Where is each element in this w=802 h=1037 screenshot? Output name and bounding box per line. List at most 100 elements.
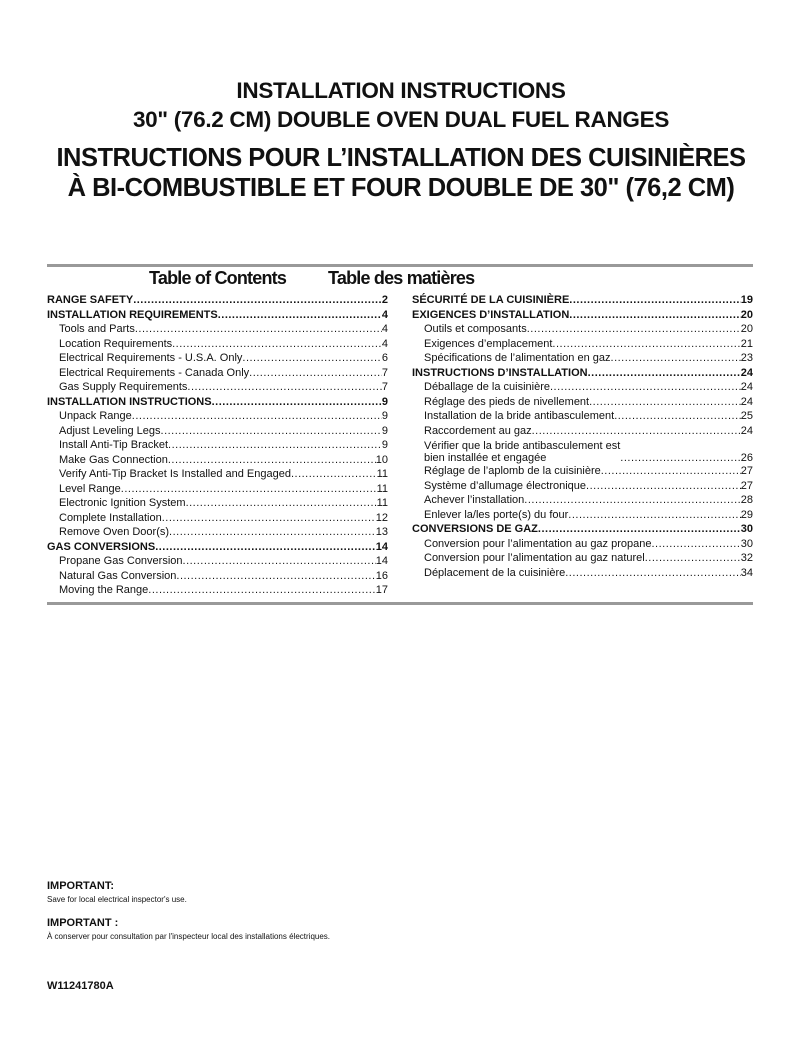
leader-dots [121,482,377,497]
toc-entry[interactable]: Propane Gas Conversion 14 [47,554,388,569]
toc-entry[interactable]: GAS CONVERSIONS 14 [47,540,388,555]
leader-dots [132,409,382,424]
toc-entry[interactable]: Système d’allumage électronique 27 [412,479,753,494]
important-fr: IMPORTANT : À conserver pour consultatio… [47,917,330,941]
leader-dots [291,467,377,482]
toc-entry-page: 27 [740,479,753,492]
leader-dots [527,322,741,337]
toc-entry-label: Moving the Range [59,584,149,596]
toc-entry-label: Système d’allumage électronique [424,479,587,492]
leader-dots [552,337,740,352]
toc-entry[interactable]: Electronic Ignition System 11 [47,496,388,511]
toc-entry-page: 23 [740,352,753,364]
toc-fr: SÉCURITÉ DE LA CUISINIÈRE 19 EXIGENCES D’I… [412,293,753,580]
toc-entry-label: Réglage de l’aplomb de la cuisinière [424,465,601,477]
toc-entry[interactable]: Moving the Range 17 [47,583,388,598]
toc-entry[interactable]: Verify Anti-Tip Bracket Is Installed and… [47,467,388,482]
toc-entry-page: 9 [381,439,388,451]
toc-entry-label: Natural Gas Conversion [59,569,177,582]
toc-entry-page: 34 [740,566,753,579]
toc-entry-page: 7 [381,381,388,393]
toc-entry[interactable]: Electrical Requirements - U.S.A. Only 6 [47,351,388,366]
leader-dots [135,322,382,337]
leader-dots [148,583,375,598]
toc-entry[interactable]: Enlever la/les porte(s) du four 29 [412,508,753,523]
toc-entry[interactable]: Réglage de l’aplomb de la cuisinière 27 [412,464,753,479]
toc-entry-page: 19 [740,294,753,306]
toc-entry[interactable]: SÉCURITÉ DE LA CUISINIÈRE 19 [412,293,753,308]
toc-entry-page: 9 [381,410,388,422]
toc-entry-label: Unpack Range [59,410,132,422]
toc-entry[interactable]: Remove Oven Door(s) 13 [47,525,388,540]
toc-entry-page: 11 [376,468,388,480]
toc-entry[interactable]: Raccordement au gaz 24 [412,424,753,439]
toc-entry-label: Install Anti-Tip Bracket [59,439,169,451]
toc-entry-label: Exigences d’emplacement [424,337,553,350]
toc-entry-label: Electrical Requirements - U.S.A. Only [59,352,243,364]
toc-entry[interactable]: Make Gas Connection 10 [47,453,388,468]
leader-dots [532,424,741,439]
title-en-line2: 30" (76.2 CM) DOUBLE OVEN DUAL FUEL RANG… [132,107,670,132]
toc-entry-label: EXIGENCES D’INSTALLATION [412,308,570,321]
toc-entry[interactable]: Exigences d’emplacement 21 [412,337,753,352]
toc-entry[interactable]: Achever l’installation 28 [412,493,753,508]
leader-dots [155,540,376,555]
leader-dots [162,511,376,526]
important-en: IMPORTANT: Save for local electrical ins… [47,880,187,904]
toc-entry[interactable]: Conversion pour l’alimentation au gaz pr… [412,537,753,552]
toc-entry[interactable]: INSTRUCTIONS D’INSTALLATION 24 [412,366,753,381]
toc-entry-page: 4 [381,308,388,321]
toc-entry-label: Déplacement de la cuisinière [424,566,566,579]
toc-entry-page: 28 [740,494,753,506]
toc-heading-fr: Table des matières [328,268,475,288]
toc-entry[interactable]: Unpack Range 9 [47,409,388,424]
toc-entry[interactable]: EXIGENCES D’INSTALLATION 20 [412,308,753,323]
leader-dots [172,337,382,352]
toc-entry-page: 24 [740,381,753,393]
toc-entry-page: 26 [740,452,753,464]
toc-entry[interactable]: Déplacement de la cuisinière 34 [412,566,753,581]
important-heading: IMPORTANT: [47,880,115,892]
toc-entry-label: Réglage des pieds de nivellement [424,395,590,408]
toc-entry[interactable]: Natural Gas Conversion 16 [47,569,388,584]
title-fr-line1: INSTRUCTIONS POUR L’INSTALLATION DES CUI… [56,144,746,172]
toc-entry[interactable]: RANGE SAFETY 2 [47,293,388,308]
toc-entry-page: 20 [740,308,753,321]
leader-dots [620,452,740,464]
toc-entry[interactable]: Tools and Parts 4 [47,322,388,337]
toc-entry[interactable]: Installation de la bride antibasculement… [412,409,753,424]
toc-entry-label: Vérifier que la bride antibasculement es… [424,440,621,452]
leader-dots [611,351,741,366]
toc-entry-page: 10 [375,453,388,466]
leader-dots [586,479,741,494]
toc-entry[interactable]: Level Range 11 [47,482,388,497]
toc-entry[interactable]: Adjust Leveling Legs 9 [47,424,388,439]
leader-dots [212,395,382,410]
toc-entry[interactable]: Conversion pour l’alimentation au gaz na… [412,551,753,566]
toc-entry-label: Electrical Requirements - Canada Only [59,366,250,379]
toc-entry[interactable]: Outils et composants 20 [412,322,753,337]
toc-entry[interactable]: Complete Installation 12 [47,511,388,526]
toc-entry-label: Complete Installation [59,511,162,524]
leader-dots [249,366,382,381]
toc-entry-page: 30 [740,537,753,550]
leader-dots [169,525,376,540]
toc-entry[interactable]: Install Anti-Tip Bracket 9 [47,438,388,453]
toc-entry-label: SÉCURITÉ DE LA CUISINIÈRE [412,294,570,306]
toc-entry[interactable]: Spécifications de l’alimentation en gaz 2… [412,351,753,366]
toc-entry-label: Installation de la bride antibasculement [424,410,615,422]
toc-entry[interactable]: Location Requirements 4 [47,337,388,352]
toc-entry[interactable]: INSTALLATION REQUIREMENTS 4 [47,308,388,323]
leader-dots [176,569,375,584]
toc-entry-page: 24 [740,395,753,408]
toc-entry[interactable]: Electrical Requirements - Canada Only 7 [47,366,388,381]
leader-dots [161,424,382,439]
leader-dots [187,380,381,395]
toc-entry[interactable]: Vérifier que la bride antibasculement es… [412,438,753,464]
toc-entry-label: Adjust Leveling Legs [59,424,161,437]
toc-entry[interactable]: Réglage des pieds de nivellement 24 [412,395,753,410]
toc-entry[interactable]: Déballage de la cuisinière 24 [412,380,753,395]
toc-entry[interactable]: CONVERSIONS DE GAZ 30 [412,522,753,537]
toc-entry[interactable]: INSTALLATION INSTRUCTIONS 9 [47,395,388,410]
toc-entry[interactable]: Gas Supply Requirements 7 [47,380,388,395]
